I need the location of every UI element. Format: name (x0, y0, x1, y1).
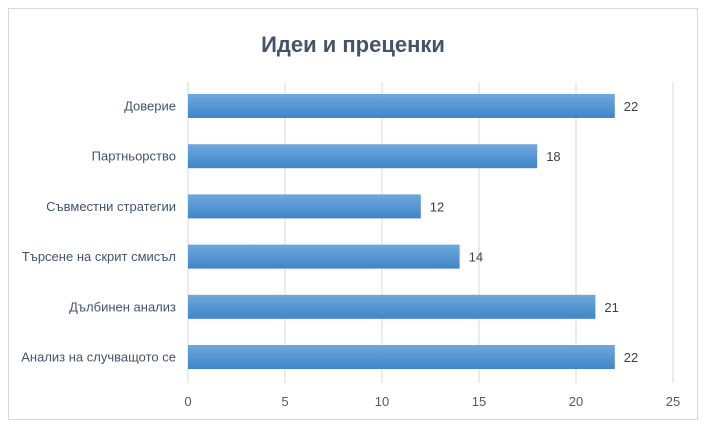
data-label: 12 (430, 199, 444, 214)
x-tick-label: 15 (472, 394, 486, 409)
bar (188, 194, 421, 219)
bar (188, 294, 596, 319)
chart-title: Идеи и преценки (261, 32, 445, 57)
x-tick-label: 20 (569, 394, 583, 409)
data-label: 22 (624, 99, 638, 114)
bar (188, 244, 460, 269)
category-label: Доверие (124, 99, 176, 114)
data-label: 18 (546, 149, 560, 164)
data-label: 22 (624, 350, 638, 365)
category-label: Анализ на случващото се (21, 350, 176, 365)
category-label: Съвместни стратегии (46, 199, 176, 214)
x-tick-label: 25 (666, 394, 680, 409)
category-label: Партньорство (92, 149, 176, 164)
x-tick-label: 10 (375, 394, 389, 409)
bar (188, 144, 538, 169)
data-label: 21 (604, 300, 618, 315)
x-tick-label: 0 (184, 394, 191, 409)
x-tick-label: 5 (281, 394, 288, 409)
data-label: 14 (469, 250, 483, 265)
bar (188, 345, 615, 369)
category-label: Търсене на скрит смисъл (22, 249, 176, 264)
bar (188, 94, 615, 118)
chart-frame (8, 8, 698, 420)
category-label: Дълбинен анализ (69, 299, 176, 314)
